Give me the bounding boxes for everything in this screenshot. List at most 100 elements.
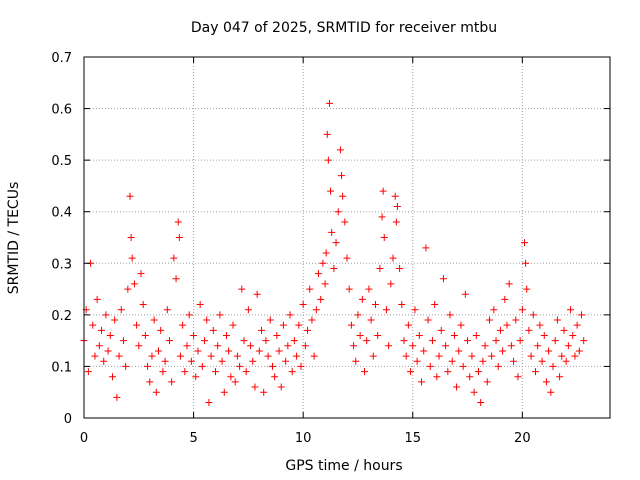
data-point xyxy=(297,362,305,370)
data-point xyxy=(185,311,193,319)
data-point xyxy=(428,337,436,345)
data-point xyxy=(350,342,358,350)
x-axis-label: GPS time / hours xyxy=(285,458,402,474)
data-point xyxy=(341,218,349,226)
data-point xyxy=(347,321,355,329)
data-point xyxy=(411,306,419,314)
data-point xyxy=(444,368,452,376)
data-point xyxy=(152,388,160,396)
data-point xyxy=(238,285,246,293)
data-point xyxy=(385,342,393,350)
data-point xyxy=(464,337,472,345)
data-point xyxy=(271,373,279,381)
x-tick-label: 5 xyxy=(189,431,197,446)
data-point xyxy=(503,321,511,329)
data-point xyxy=(275,347,283,355)
data-point xyxy=(279,321,287,329)
data-point xyxy=(413,357,421,365)
data-point xyxy=(95,342,103,350)
data-point xyxy=(402,352,410,360)
data-point xyxy=(485,316,493,324)
data-point xyxy=(573,321,581,329)
data-point xyxy=(398,301,406,309)
data-point xyxy=(209,326,217,334)
data-point xyxy=(369,352,377,360)
data-point xyxy=(277,383,285,391)
data-point xyxy=(122,362,130,370)
data-point xyxy=(578,311,586,319)
data-point xyxy=(260,388,268,396)
data-point xyxy=(181,368,189,376)
data-point xyxy=(407,368,415,376)
data-point xyxy=(556,373,564,381)
data-point xyxy=(545,347,553,355)
data-point xyxy=(183,342,191,350)
data-point xyxy=(201,337,209,345)
data-point xyxy=(387,280,395,288)
data-point xyxy=(124,285,132,293)
data-point xyxy=(282,357,290,365)
data-point xyxy=(437,326,445,334)
data-point xyxy=(244,306,252,314)
data-point xyxy=(376,264,384,272)
data-point xyxy=(266,316,274,324)
grid-lines xyxy=(84,57,610,418)
x-tick-label: 20 xyxy=(514,431,531,446)
data-point xyxy=(380,234,388,241)
data-point xyxy=(481,342,489,350)
y-tick-label: 0.7 xyxy=(51,51,72,66)
data-point xyxy=(212,368,219,376)
data-point xyxy=(343,254,351,262)
data-point xyxy=(562,357,570,365)
data-point xyxy=(536,321,544,329)
data-point xyxy=(258,326,266,334)
data-point xyxy=(127,234,135,241)
data-point xyxy=(194,347,202,355)
data-point xyxy=(137,270,145,278)
data-point xyxy=(393,203,401,211)
data-point xyxy=(446,311,454,319)
data-point xyxy=(227,373,235,381)
data-point xyxy=(431,301,439,309)
data-point xyxy=(262,337,270,345)
data-point xyxy=(155,347,163,355)
data-point xyxy=(345,285,353,293)
data-point xyxy=(323,130,331,138)
data-point xyxy=(409,342,417,350)
chart-title: Day 047 of 2025, SRMTID for receiver mtb… xyxy=(191,20,497,36)
data-point xyxy=(470,388,478,396)
data-point xyxy=(391,192,399,200)
data-point xyxy=(529,311,537,319)
data-point xyxy=(159,368,167,376)
data-point xyxy=(286,311,294,319)
data-point xyxy=(367,316,375,324)
data-point xyxy=(273,331,281,339)
data-point xyxy=(332,239,340,247)
data-point xyxy=(100,357,108,365)
data-point xyxy=(176,352,184,360)
data-point xyxy=(477,399,485,407)
data-point xyxy=(293,352,301,360)
data-point xyxy=(466,373,474,381)
data-point xyxy=(216,311,224,319)
data-point xyxy=(139,301,147,309)
data-point xyxy=(253,290,261,298)
data-point xyxy=(507,342,515,350)
x-tick-label: 10 xyxy=(295,431,312,446)
data-point xyxy=(379,187,387,195)
data-point xyxy=(304,326,312,334)
data-point xyxy=(358,295,366,303)
data-point xyxy=(240,337,248,345)
data-point xyxy=(571,352,579,360)
y-tick-label: 0.3 xyxy=(51,257,72,272)
data-point xyxy=(522,259,530,267)
y-tick-label: 0.4 xyxy=(51,206,72,221)
data-point xyxy=(580,337,588,345)
data-point xyxy=(505,280,513,288)
data-point xyxy=(439,275,447,283)
data-point xyxy=(424,316,432,324)
data-point xyxy=(288,368,296,376)
data-point xyxy=(106,331,114,339)
data-point xyxy=(268,362,276,370)
data-point xyxy=(190,331,198,339)
